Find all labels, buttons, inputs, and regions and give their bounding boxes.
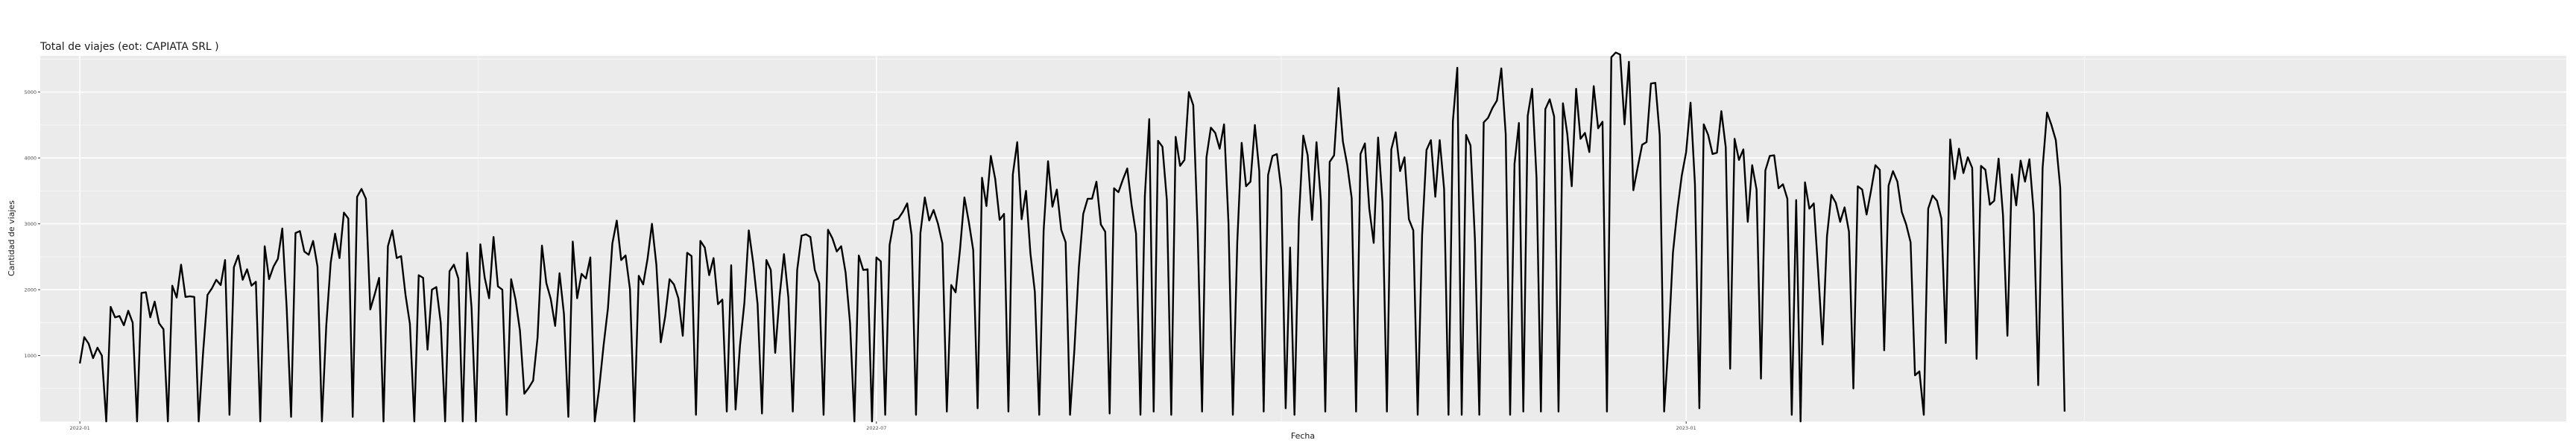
major-gridlines [40, 56, 2566, 421]
series-line-total-viajes [78, 51, 2066, 423]
y-tick-label: 2000 [24, 287, 37, 293]
x-axis-title: Fecha [1291, 431, 1315, 441]
y-tick-label: 4000 [24, 156, 37, 162]
minor-gridlines [40, 56, 2566, 421]
plot-panel [40, 56, 2566, 421]
y-axis: 1000 2000 3000 4000 5000 [24, 89, 40, 359]
x-tick-label: 2023-01 [1676, 425, 1696, 431]
y-tick-label: 1000 [24, 353, 37, 359]
x-tick-label: 2022-07 [866, 425, 886, 431]
x-axis: 2022-01 2022-07 2023-01 [70, 421, 1696, 431]
x-tick-label: 2022-01 [70, 425, 90, 431]
chart-title: Total de viajes (eot: CAPIATA SRL ) [40, 41, 219, 53]
y-tick-label: 3000 [24, 221, 37, 227]
y-tick-label: 5000 [24, 89, 37, 95]
y-axis-title: Cantidad de viajes [7, 200, 16, 276]
